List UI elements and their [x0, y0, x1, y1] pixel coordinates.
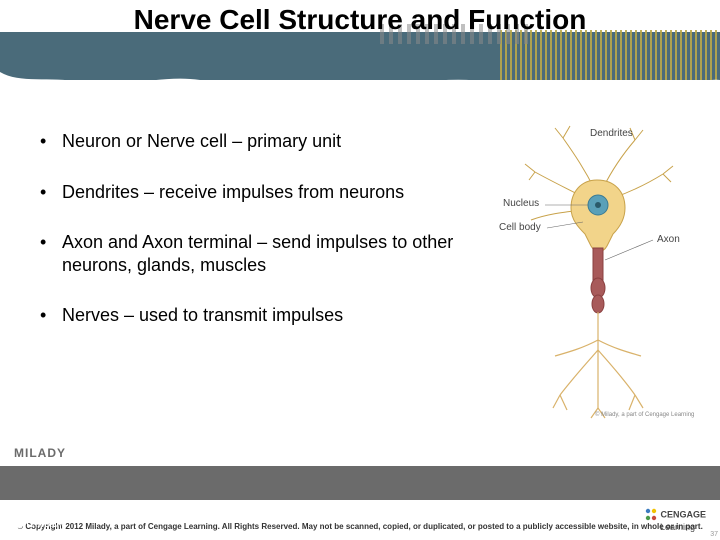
bullet-item: • Axon and Axon terminal – send impulses…: [40, 231, 470, 276]
bullet-text: Dendrites – receive impulses from neuron…: [62, 181, 404, 204]
neuron-diagram: Dendrites Nucleus Cell body Axon © Milad…: [485, 120, 710, 420]
bullet-dot-icon: •: [40, 181, 62, 204]
footer-copyright: © Copyright 2012 Milady, a part of Cenga…: [0, 522, 720, 532]
cengage-mark-icon: [644, 507, 658, 523]
bullet-text: Neuron or Nerve cell – primary unit: [62, 130, 341, 153]
page-number: 37: [710, 531, 718, 538]
bullet-text: Nerves – used to transmit impulses: [62, 304, 343, 327]
bullet-dot-icon: •: [40, 231, 62, 276]
bullet-dot-icon: •: [40, 304, 62, 327]
footer-logo-right-top: CENGAGE: [660, 509, 706, 519]
bullet-dot-icon: •: [40, 130, 62, 153]
neuron-svg: [485, 120, 710, 420]
footer-brand: MILADY: [14, 446, 66, 460]
slide-title: Nerve Cell Structure and Function: [0, 4, 720, 36]
footer-band: [0, 466, 720, 500]
diagram-label-nucleus: Nucleus: [503, 198, 539, 209]
footer-logo-left-text: milady: [26, 514, 66, 530]
diagram-caption: © Milady, a part of Cengage Learning: [595, 412, 694, 418]
diagram-label-axon: Axon: [657, 234, 680, 245]
footer-logo-milady: milady: [14, 514, 66, 530]
bullet-item: • Dendrites – receive impulses from neur…: [40, 181, 470, 204]
bullet-list: • Neuron or Nerve cell – primary unit • …: [40, 130, 470, 355]
header-tear-edge: [0, 72, 720, 92]
diagram-label-cellbody: Cell body: [499, 222, 541, 233]
bullet-text: Axon and Axon terminal – send impulses t…: [62, 231, 470, 276]
bullet-item: • Nerves – used to transmit impulses: [40, 304, 470, 327]
bullet-item: • Neuron or Nerve cell – primary unit: [40, 130, 470, 153]
milady-ball-icon: [14, 518, 24, 528]
diagram-label-dendrites: Dendrites: [590, 128, 633, 139]
